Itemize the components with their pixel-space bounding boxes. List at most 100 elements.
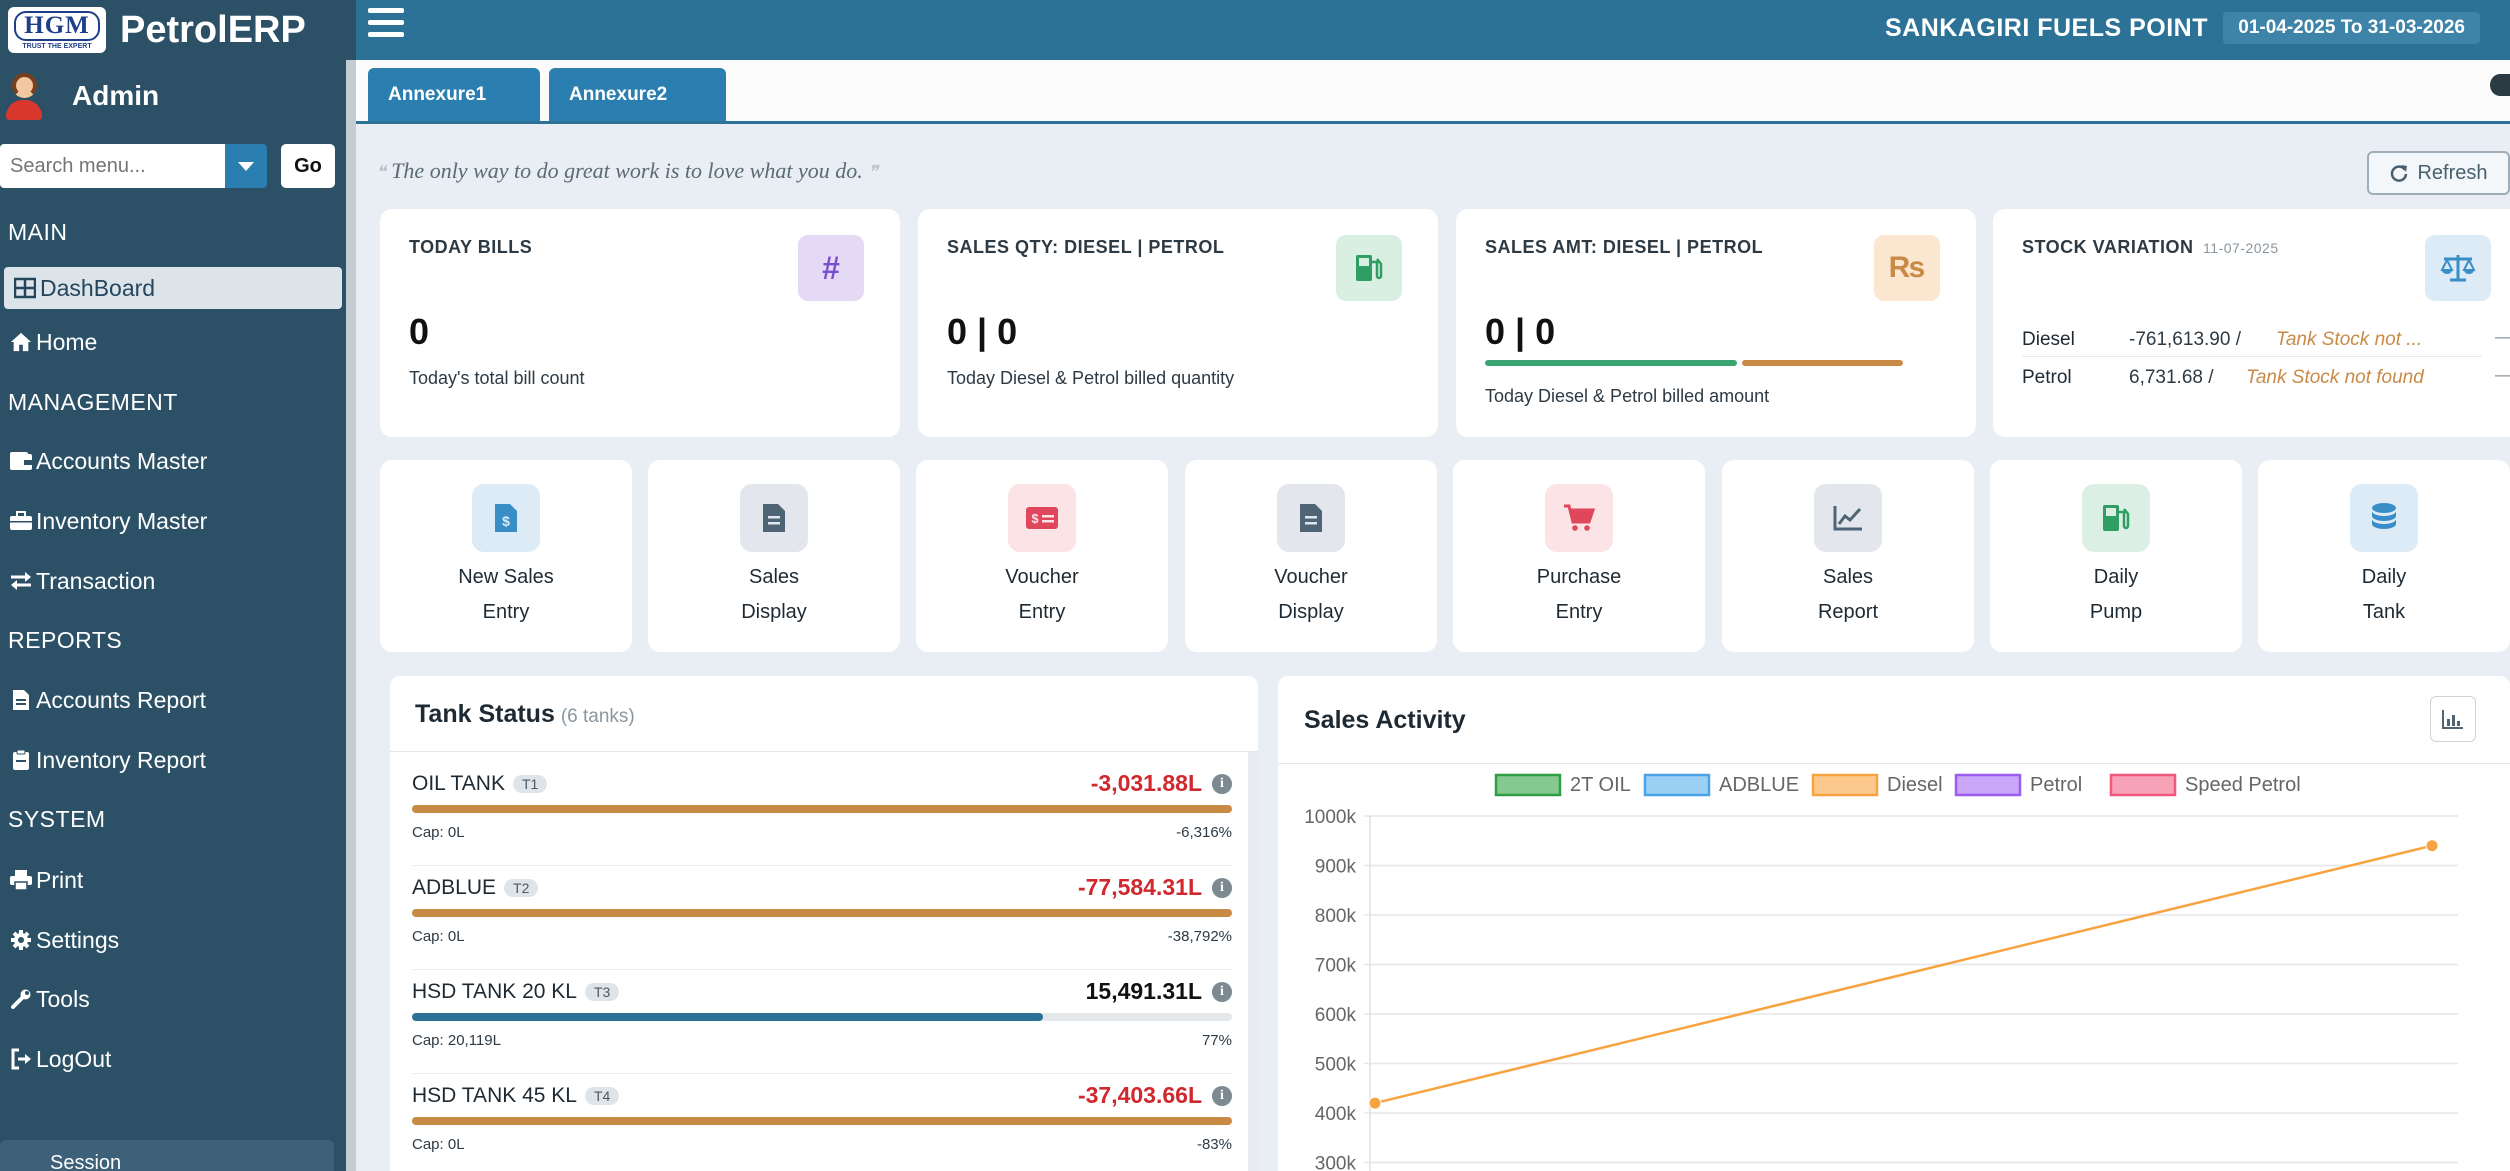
sales-activity-header: Sales Activity (1278, 676, 2510, 764)
sidebar-item-inventory-master[interactable]: Inventory Master (0, 499, 344, 543)
exchange-icon (10, 570, 32, 592)
sidebar-item-home[interactable]: Home (0, 320, 344, 364)
avatar (6, 70, 42, 122)
sales-activity-panel: Sales Activity 2T OIL ADBLUE Diesel Petrol S… (1278, 676, 2510, 1171)
top-bar: SANKAGIRI FUELS POINT 01-04-2025 To 31-0… (356, 0, 2510, 60)
line-chart-icon (1814, 484, 1882, 552)
card-title: TODAY BILLS (409, 237, 533, 257)
session-panel-toggle[interactable]: Session (0, 1140, 334, 1171)
quick-link-purchase-entry[interactable]: Purchase Entry (1453, 460, 1705, 652)
chart-type-button[interactable] (2430, 696, 2476, 742)
sidebar-item-label: Tools (36, 985, 90, 1012)
legend-swatch[interactable] (1494, 773, 1562, 797)
sidebar-item-tools[interactable]: Tools (0, 977, 344, 1021)
data-point[interactable] (1368, 1096, 1382, 1110)
bar-chart-icon (2442, 710, 2463, 729)
quick-link-daily-tank[interactable]: Daily Tank (2258, 460, 2510, 652)
variation-row-petrol: Petrol 6,731.68 / Tank Stock not found — (2022, 359, 2510, 395)
document-icon (740, 484, 808, 552)
legend-label[interactable]: 2T OIL (1570, 774, 1631, 796)
sidebar-item-print[interactable]: Print (0, 858, 344, 902)
variation-dash: — (2495, 327, 2510, 349)
variation-product: Diesel (2022, 329, 2075, 350)
tile-label-line1: Daily (2361, 566, 2407, 588)
legend-swatch[interactable] (2109, 773, 2177, 797)
card-title-text: STOCK VARIATION (2022, 237, 2194, 257)
briefcase-icon (10, 510, 32, 532)
tank-code-badge: T2 (504, 879, 539, 898)
tank-percentage: -6,316% (1176, 824, 1232, 841)
y-tick-label: 400k (1315, 1104, 1357, 1125)
card-value: 0 | 0 (1485, 311, 1556, 352)
legend-label[interactable]: Petrol (2030, 774, 2082, 796)
quick-link-voucher-display[interactable]: Voucher Display (1185, 460, 1437, 652)
tab-annexure2[interactable]: Annexure2 (549, 68, 726, 121)
tank-stock-value: -37,403.66L (1077, 1082, 1202, 1108)
search-input[interactable] (0, 144, 225, 188)
sidebar-item-accounts-report[interactable]: Accounts Report (0, 678, 344, 722)
search-dropdown-button[interactable] (225, 144, 267, 188)
quick-link-new-sales-entry[interactable]: $ New Sales Entry (380, 460, 632, 652)
close-icon[interactable] (2490, 74, 2510, 96)
dollar-file-icon: $ (472, 484, 540, 552)
info-icon[interactable]: i (1212, 774, 1232, 794)
data-point[interactable] (2425, 839, 2439, 853)
tank-row[interactable]: HSD TANK 45 KL T4 -37,403.66L i Cap: 0L -83% (412, 1074, 1232, 1171)
sidebar-item-dashboard[interactable]: DashBoard (4, 267, 342, 309)
legend-label[interactable]: Speed Petrol (2185, 774, 2301, 796)
sidebar-item-settings[interactable]: Settings (0, 918, 344, 962)
cart-icon (1545, 484, 1613, 552)
tank-percentage: 77% (1201, 1032, 1232, 1049)
sidebar-item-logout[interactable]: LogOut (0, 1037, 344, 1081)
tile-label-line2: Tank (2362, 601, 2406, 623)
sidebar-item-label: Settings (36, 926, 120, 953)
legend-swatch[interactable] (1643, 773, 1711, 797)
tile-label-line2: Display (741, 601, 807, 623)
section-heading-main: MAIN (8, 219, 68, 245)
info-icon[interactable]: i (1212, 1086, 1232, 1106)
tank-list-scrollbar[interactable] (1248, 752, 1258, 1171)
legend-label[interactable]: ADBLUE (1719, 774, 1799, 796)
diesel-amount-bar (1485, 360, 1737, 366)
go-button[interactable]: Go (281, 144, 335, 188)
brand-logo[interactable]: HGM TRUST THE EXPERT (8, 7, 106, 53)
y-tick-label: 700k (1315, 956, 1357, 977)
tank-capacity: Cap: 0L (412, 824, 465, 841)
company-name: SANKAGIRI FUELS POINT (1884, 14, 2208, 42)
menu-toggle-icon[interactable] (368, 8, 404, 44)
stat-card-sales-qty: SALES QTY: DIESEL | PETROL 0 | 0 Today D… (918, 209, 1438, 437)
quick-link-sales-display[interactable]: Sales Display (648, 460, 900, 652)
tank-percentage: -38,792% (1167, 928, 1232, 945)
sidebar-item-label: LogOut (36, 1045, 112, 1072)
sidebar-item-transaction[interactable]: Transaction (0, 559, 344, 603)
motivational-quote: ❝ The only way to do great work is to lo… (376, 158, 878, 184)
logout-icon (10, 1048, 32, 1070)
tank-row[interactable]: OIL TANK T1 -3,031.88L i Cap: 0L -6,316% (412, 762, 1232, 866)
legend-label[interactable]: Diesel (1887, 774, 1943, 796)
quick-link-daily-pump[interactable]: Daily Pump (1990, 460, 2242, 652)
tile-label-line1: Voucher (1005, 566, 1079, 588)
card-title: STOCK VARIATION 11-07-2025 (2022, 237, 2279, 258)
sidebar-item-accounts-master[interactable]: Accounts Master (0, 439, 344, 483)
petrol-amount-bar (1742, 360, 1903, 366)
refresh-button[interactable]: Refresh (2367, 151, 2510, 195)
info-icon[interactable]: i (1212, 878, 1232, 898)
tank-name-cell: OIL TANK T1 (412, 772, 548, 796)
legend-swatch[interactable] (1954, 773, 2022, 797)
sidebar-item-inventory-report[interactable]: Inventory Report (0, 738, 344, 782)
quick-link-voucher-entry[interactable]: $ Voucher Entry (916, 460, 1168, 652)
sales-activity-title: Sales Activity (1304, 706, 1466, 734)
quick-link-sales-report[interactable]: Sales Report (1722, 460, 1974, 652)
tile-label-line2: Entry (1555, 601, 1603, 623)
tank-row[interactable]: ADBLUE T2 -77,584.31L i Cap: 0L -38,792% (412, 866, 1232, 970)
financial-year-badge[interactable]: 01-04-2025 To 31-03-2026 (2223, 12, 2480, 44)
tank-row[interactable]: HSD TANK 20 KL T3 15,491.31L i Cap: 20,119L 7… (412, 970, 1232, 1074)
user-name: Admin (72, 80, 160, 111)
quote-close-icon: ❞ (868, 162, 878, 182)
info-icon[interactable]: i (1212, 982, 1232, 1002)
tab-annexure1[interactable]: Annexure1 (368, 68, 540, 121)
sidebar-scrollbar[interactable] (346, 60, 356, 1171)
legend-swatch[interactable] (1811, 773, 1879, 797)
tab-bar: Annexure1 Annexure2 (356, 60, 2510, 124)
card-value: 0 | 0 (947, 311, 1018, 352)
